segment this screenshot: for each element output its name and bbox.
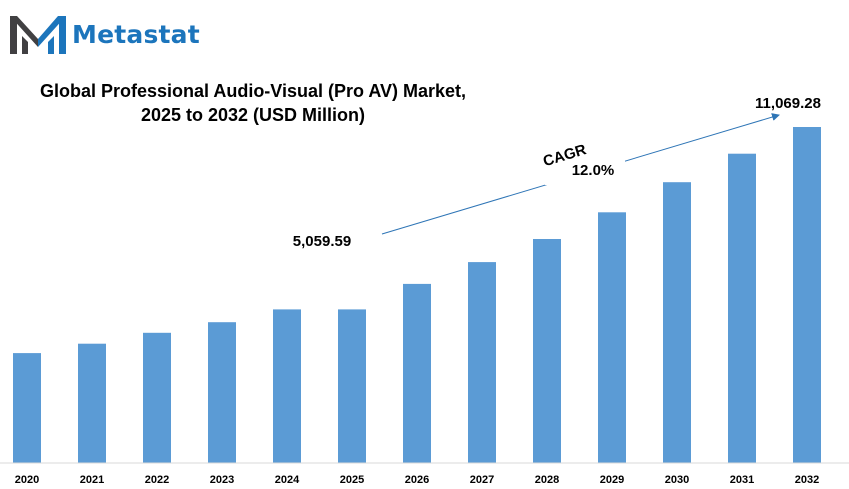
chart-title: Global Professional Audio-Visual (Pro AV…: [18, 79, 488, 127]
brand-name: Metastat: [72, 19, 200, 49]
x-tick-label-2029: 2029: [600, 474, 624, 486]
bar-2028: [533, 239, 561, 463]
x-tick-label-2031: 2031: [730, 474, 754, 486]
metastat-m-logo-icon: [10, 16, 66, 54]
x-tick-label-2020: 2020: [15, 474, 39, 486]
bar-2021: [78, 343, 106, 463]
x-tick-label-2030: 2030: [665, 474, 689, 486]
x-tick-label-2026: 2026: [405, 474, 429, 486]
bar-2022: [143, 332, 171, 463]
x-tick-label-2024: 2024: [275, 474, 300, 486]
cagr-value: 12.0%: [572, 162, 615, 179]
bar-2032: [793, 127, 821, 463]
bar-2029: [598, 212, 626, 463]
x-tick-label-2025: 2025: [340, 474, 364, 486]
x-tick-label-2027: 2027: [470, 474, 494, 486]
x-tick-label-2028: 2028: [535, 474, 559, 486]
bar-2030: [663, 182, 691, 463]
bar-2031: [728, 153, 756, 463]
x-tick-label-2022: 2022: [145, 474, 169, 486]
x-tick-label-2021: 2021: [80, 474, 104, 486]
bar-2027: [468, 262, 496, 463]
bar-2020: [13, 353, 41, 463]
x-tick-label-2023: 2023: [210, 474, 234, 486]
data-label-2025: 5,059.59: [293, 233, 351, 250]
chart-title-line-2: 2025 to 2032 (USD Million): [140, 105, 366, 125]
x-tick-label-2032: 2032: [795, 474, 819, 486]
bar-2024: [273, 309, 301, 463]
metastat-logo: Metastat: [10, 14, 200, 54]
bar-2025: [338, 309, 366, 463]
bar-2026: [403, 283, 431, 463]
cagr-label-background: [545, 140, 625, 185]
chart-title-line-1: Global Professional Audio-Visual (Pro AV…: [39, 81, 467, 101]
data-label-2032: 11,069.28: [755, 95, 821, 112]
bar-2023: [208, 322, 236, 463]
